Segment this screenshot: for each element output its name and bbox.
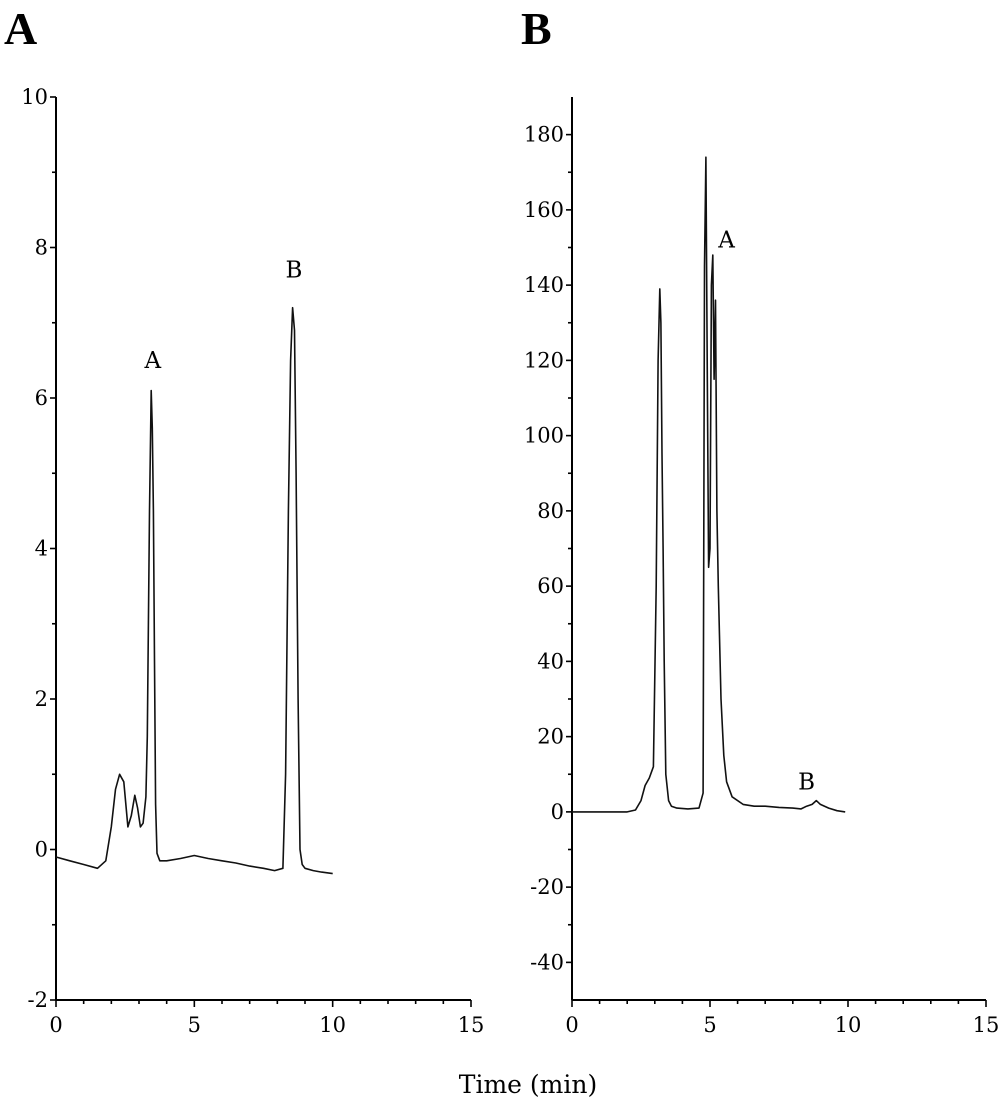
panel-a-x-ticks: 0 5 10 15 xyxy=(49,1000,484,1037)
panel-a-y-tick-label: 0 xyxy=(35,838,48,862)
panel-b-y-ticks: -40 -20 0 20 40 60 80 100 120 140 160 180 xyxy=(524,123,572,974)
panel-b-peak-label-a: A xyxy=(717,228,735,254)
panel-b-y-tick-label: -40 xyxy=(530,950,564,974)
panel-b-x-ticks: 0 5 10 15 xyxy=(565,1000,999,1037)
panel-a-x-tick-label: 5 xyxy=(188,1013,201,1037)
panel-b-y-tick-label: -20 xyxy=(530,875,564,899)
panel-b-peak-label-b: B xyxy=(798,769,815,795)
panel-b-x-tick-label: 5 xyxy=(703,1013,716,1037)
panel-b-x-tick-label: 10 xyxy=(835,1013,862,1037)
panel-a-peak-label-b: B xyxy=(285,258,302,284)
panel-b-y-tick-label: 160 xyxy=(524,198,564,222)
panel-b-y-tick-label: 60 xyxy=(537,574,564,598)
panel-b-y-tick-label: 180 xyxy=(524,123,564,147)
panel-a-letter: A xyxy=(4,3,37,54)
panel-b-letter: B xyxy=(521,3,552,54)
panel-a-y-ticks: -2 0 2 4 6 8 10 xyxy=(21,85,56,1012)
panel-b-y-tick-label: 80 xyxy=(537,499,564,523)
panel-a-y-tick-label: 4 xyxy=(35,537,48,561)
panel-a-series-line xyxy=(55,306,333,875)
panel-b-x-tick-label: 15 xyxy=(973,1013,1000,1037)
panel-b-y-tick-label: 120 xyxy=(524,348,564,372)
panel-a-y-tick-label: 2 xyxy=(35,687,48,711)
panel-a-x-tick-label: 10 xyxy=(319,1013,346,1037)
panel-a-y-tick-label: 6 xyxy=(35,386,48,410)
panel-b-series-line xyxy=(572,156,846,813)
panel-b-y-tick-label: 0 xyxy=(551,800,564,824)
panel-b-y-tick-label: 20 xyxy=(537,725,564,749)
panel-b-y-tick-label: 40 xyxy=(537,649,564,673)
panel-a-peak-labels: AB xyxy=(144,258,303,374)
x-axis-title: Time (min) xyxy=(459,1070,597,1099)
panel-b-y-tick-label: 100 xyxy=(524,424,564,448)
panel-a-y-tick-label: 10 xyxy=(21,85,48,109)
panel-a-y-tick-label: 8 xyxy=(35,236,48,260)
panel-b-x-tick-label: 0 xyxy=(565,1013,578,1037)
panel-b-peak-labels: AB xyxy=(717,228,815,796)
panel-a-x-tick-label: 15 xyxy=(458,1013,485,1037)
panel-b-y-tick-label: 140 xyxy=(524,273,564,297)
panel-a-peak-label-a: A xyxy=(144,348,162,374)
panel-a-x-tick-label: 0 xyxy=(49,1013,62,1037)
panel-a-y-tick-label: -2 xyxy=(28,988,48,1012)
